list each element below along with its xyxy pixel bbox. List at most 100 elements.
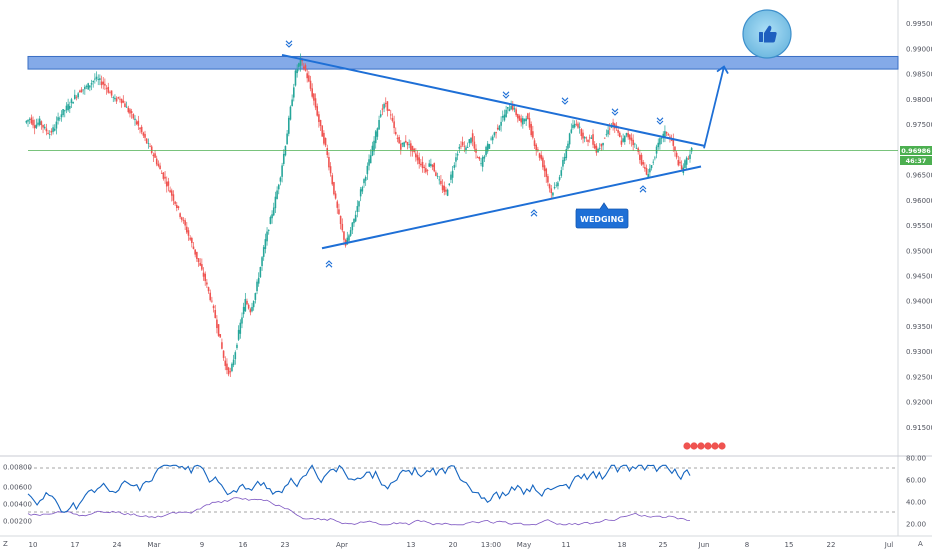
time-tick-label: 9	[200, 541, 204, 549]
candle-body	[293, 87, 295, 98]
candle-body	[416, 155, 419, 161]
candle-body	[100, 81, 103, 86]
wedging-callout[interactable]: WEDGING	[575, 202, 629, 229]
candle-body	[652, 161, 655, 163]
candle-body	[358, 201, 360, 207]
candle-body	[244, 298, 247, 312]
chevron-down-icon	[502, 91, 510, 99]
candle-body	[214, 310, 217, 318]
resistance-zone[interactable]	[27, 55, 899, 70]
candle-body	[194, 249, 196, 255]
candle-body	[170, 190, 173, 196]
candle-body	[266, 231, 268, 242]
main-pane[interactable]	[0, 0, 898, 456]
candle-body	[281, 165, 283, 177]
candle-body	[179, 213, 181, 218]
candle-body	[227, 367, 230, 375]
projection-arrow[interactable]	[703, 66, 725, 149]
candle-body	[517, 114, 519, 119]
candle-body	[399, 143, 402, 150]
candle-body	[493, 132, 496, 136]
candle-body	[632, 139, 634, 146]
candle-body	[436, 175, 439, 177]
candle-body	[425, 168, 427, 173]
candle-body	[172, 194, 175, 201]
candle-body	[672, 138, 675, 146]
candle-body	[159, 165, 161, 170]
price-axis[interactable]: 0.995000.990000.985000.980000.975000.970…	[897, 0, 932, 536]
candle-body	[234, 352, 237, 360]
candle-body	[373, 140, 375, 152]
candle-body	[458, 146, 461, 149]
candle-body	[122, 100, 125, 103]
candle-body	[431, 164, 434, 167]
candle-body	[567, 143, 569, 149]
candle-body	[165, 181, 168, 187]
candle-body	[495, 132, 497, 134]
candle-body	[630, 137, 633, 141]
candle-body	[415, 153, 417, 158]
candle-body	[368, 159, 370, 166]
event-icons[interactable]	[683, 442, 726, 450]
candle-body	[426, 170, 429, 171]
candle-body	[72, 101, 74, 104]
upper-trendline[interactable]	[281, 53, 705, 147]
indicator-pane[interactable]: 0.00800 0.00600 0.00400 0.00200 80.00 60.00 40…	[3, 455, 926, 529]
candle-body	[359, 189, 362, 197]
time-tick-label: 13	[407, 541, 416, 549]
candle-body	[624, 135, 626, 142]
candle-body	[286, 133, 288, 145]
indicator-right-tick: 20.00	[906, 521, 926, 529]
candle-body	[341, 223, 344, 231]
time-tick-label: 16	[239, 541, 248, 549]
countdown-tag: 46:37	[900, 156, 932, 165]
candle-body	[87, 83, 89, 90]
candle-body	[92, 80, 94, 83]
candle-body	[446, 189, 449, 196]
thumbs-up-badge[interactable]	[742, 9, 792, 59]
candle-body	[379, 114, 382, 117]
candle-body	[222, 350, 225, 358]
candle-body	[125, 106, 128, 108]
candle-body	[640, 154, 643, 165]
candle-body	[160, 173, 163, 174]
candle-body	[637, 148, 639, 152]
lower-trendline[interactable]	[321, 165, 702, 250]
time-axis[interactable]: 10 17 24 Mar 9 16 23 Apr 13 20 13:00 May 11 18 25 Jun 8 1…	[29, 541, 894, 549]
candle-body	[251, 306, 253, 312]
candle-body	[503, 114, 506, 121]
candle-body	[249, 309, 252, 313]
time-tick-label: Jul	[884, 541, 894, 549]
candle-body	[622, 138, 624, 142]
time-tick-label: May	[517, 541, 531, 549]
candle-body	[655, 146, 658, 154]
candle-body	[513, 108, 516, 110]
candle-body	[687, 158, 690, 160]
candle-body	[259, 267, 262, 278]
candle-body	[74, 94, 76, 99]
scale-auto-label[interactable]: A	[918, 540, 923, 548]
candle-body	[665, 131, 668, 134]
candle-body	[548, 184, 551, 189]
candle-body	[612, 122, 614, 126]
candle-body	[42, 124, 44, 128]
candle-body	[440, 180, 442, 185]
candle-body	[314, 98, 317, 108]
candle-body	[219, 334, 222, 338]
candle-body	[130, 111, 133, 113]
candle-body	[43, 126, 46, 129]
time-tick-label: 10	[29, 541, 38, 549]
candle-body	[334, 193, 337, 199]
scale-mode-label[interactable]: Z	[3, 540, 8, 548]
candle-body	[47, 132, 49, 134]
candle-body	[231, 363, 233, 372]
candle-body	[393, 121, 395, 129]
wedge-trendlines[interactable]	[281, 53, 729, 250]
candle-body	[157, 163, 160, 167]
candle-body	[533, 140, 536, 146]
